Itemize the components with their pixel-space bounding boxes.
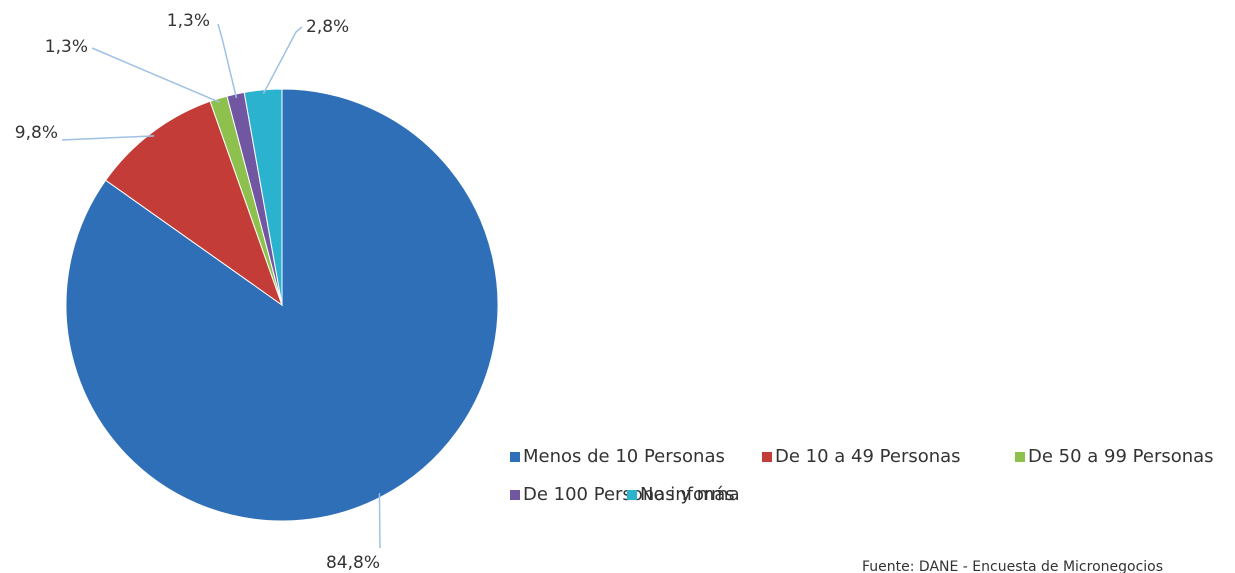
legend-label: De 10 a 49 Personas (775, 446, 961, 467)
leader-line (378, 493, 381, 549)
source-note: Fuente: DANE - Encuesta de Micronegocios (862, 559, 1163, 573)
data-label: 1,3% (45, 37, 88, 57)
data-label: 9,8% (15, 123, 58, 143)
leader-line (217, 23, 238, 99)
pie-slice (243, 88, 283, 306)
legend-label: De 50 a 99 Personas (1028, 446, 1214, 467)
legend-label: Menos de 10 Personas (523, 446, 725, 467)
legend-swatch (762, 452, 772, 462)
data-label: 1,3% (167, 11, 210, 31)
legend-swatch (510, 452, 520, 462)
legend-label: No informa (640, 484, 740, 505)
data-label: 84,8% (326, 553, 380, 573)
pie-slice (65, 88, 499, 522)
legend-swatch (627, 490, 637, 500)
leader-line (91, 47, 220, 104)
leader-line (262, 26, 303, 95)
leader-line (61, 135, 155, 141)
data-label: 2,8% (306, 17, 349, 37)
legend-swatch (510, 490, 520, 500)
pie-slice (104, 100, 283, 307)
legend-swatch (1015, 452, 1025, 462)
